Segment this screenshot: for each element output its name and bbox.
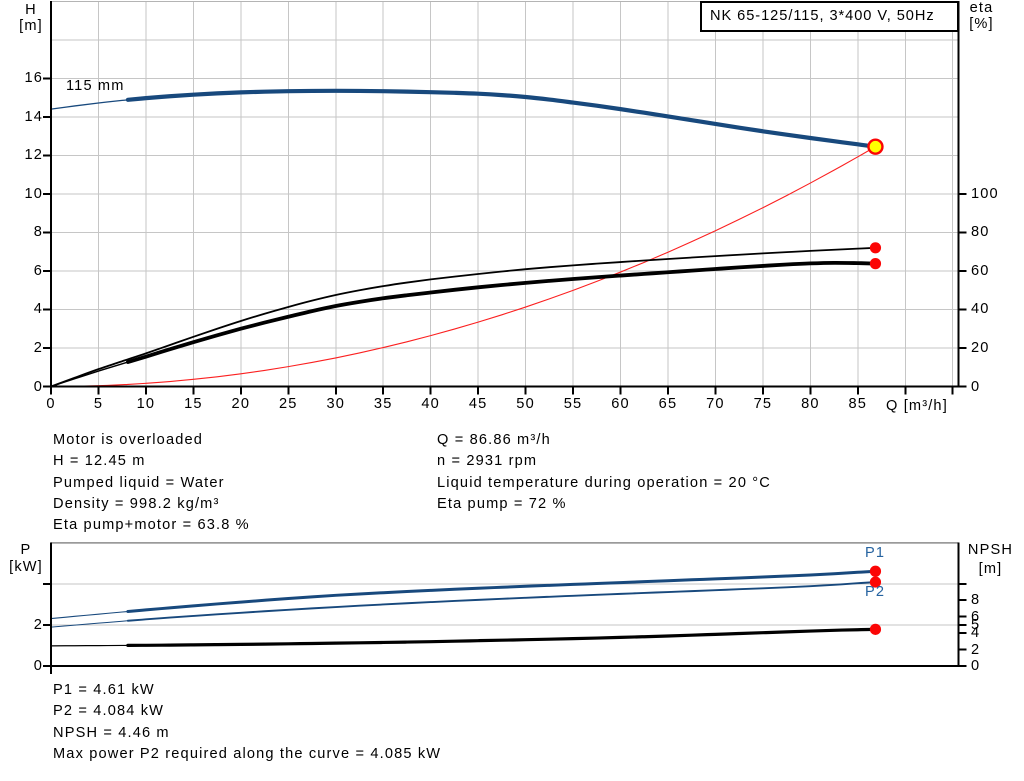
right-axis-tick-label: 0 (971, 658, 981, 674)
right-axis-tick-label: 0 (971, 378, 981, 395)
info-line: n = 2931 rpm (437, 453, 538, 470)
eta-axis-name: eta (969, 0, 994, 16)
q-axis-label: Q [m³/h] (886, 398, 948, 414)
curve-eta-pump (50, 246, 876, 388)
info-line: Q = 86.86 m³/h (437, 432, 551, 448)
duty-point-marker (867, 138, 884, 155)
right-axis-tick-label: 20 (971, 339, 990, 356)
npsh-axis-label: NPSH [m] (962, 541, 1019, 579)
p-axis-unit: [kW] (9, 559, 43, 575)
info-line: Density = 998.2 kg/m³ (53, 496, 220, 513)
curve-system-curve (50, 146, 876, 388)
x-axis-tick-label: 0 (46, 396, 56, 412)
right-axis-tick-label: 4 (971, 625, 981, 642)
curve-qh-curve-115-mm-lead (50, 99, 128, 110)
info-line: Motor is overloaded (53, 432, 204, 448)
power-npsh-result-block: P1 = 4.61 kW P2 = 4.084 kW NPSH = 4.46 m Ma… (53, 680, 441, 765)
eta-axis-label: eta [%] (959, 0, 1004, 32)
right-axis-tick-label: 40 (971, 301, 990, 318)
x-axis-tick-label: 40 (421, 396, 440, 412)
pump-title-text: NK 65-125/115, 3*400 V, 50Hz (710, 8, 935, 24)
x-axis-tick-label: 5 (93, 396, 104, 412)
x-axis-tick-label: 20 (231, 396, 251, 412)
left-axis-tick-label: 12 (24, 147, 43, 164)
x-axis-tick-label: 75 (753, 396, 773, 412)
left-axis-tick-label: 4 (33, 301, 43, 318)
curve-p2 (126, 581, 877, 622)
x-axis-tick-label: 60 (611, 396, 630, 412)
x-axis-tick-label: 80 (801, 396, 820, 412)
h-axis-name: H (25, 2, 37, 18)
x-axis-tick-label: 15 (184, 396, 203, 412)
p-axis-name: P (20, 542, 32, 558)
x-axis-tick-label: 65 (658, 396, 678, 412)
x-axis-tick-label: 25 (279, 396, 298, 412)
x-axis-tick-label: 30 (326, 396, 346, 412)
eta-axis-unit: [%] (969, 16, 994, 32)
curve-p1 (126, 569, 877, 613)
x-axis-tick-label: 35 (373, 396, 393, 412)
info-line: Pumped liquid = Water (53, 474, 225, 491)
right-axis-tick-label: 2 (971, 641, 981, 658)
duty-info-left-column: Motor is overloaded H = 12.45 m Pumped liq… (53, 430, 250, 537)
npsh-axis-unit: [m] (978, 561, 1003, 577)
right-axis-tick-label: 80 (971, 224, 990, 241)
curve-end-dot (869, 258, 882, 270)
impeller-diameter-label: 115 mm (66, 78, 125, 94)
h-axis-label: H [m] (8, 2, 54, 34)
right-axis-tick-label: 60 (971, 262, 990, 279)
p2-curve-label: P2 (865, 584, 886, 600)
x-axis-tick-label: 85 (848, 396, 868, 412)
p1-curve-label: P1 (865, 545, 886, 561)
x-axis-tick-label: 10 (136, 396, 156, 412)
right-axis-tick-label: 8 (971, 592, 981, 609)
duty-info-right-column: Q = 86.86 m³/h n = 2931 rpm Liquid tempera… (437, 430, 771, 515)
left-axis-tick-label: 16 (24, 70, 43, 87)
result-line: Max power P2 required along the curve = … (53, 746, 442, 763)
left-axis-tick-label: 0 (33, 378, 43, 395)
curve-p2-lead (50, 620, 128, 628)
result-line: NPSH = 4.46 m (53, 724, 170, 741)
pump-title-box: NK 65-125/115, 3*400 V, 50Hz (700, 1, 959, 32)
curve-end-dot (869, 242, 882, 254)
curve-qh-curve-115-mm (125, 88, 878, 149)
curve-end-dot (869, 576, 882, 588)
p-axis-label: P [kW] (4, 542, 48, 576)
curve-p1-lead (50, 610, 128, 620)
h-axis-unit: [m] (19, 18, 43, 34)
curve-end-dot (869, 565, 882, 577)
curve-npsh (126, 627, 878, 648)
x-axis-tick-label: 45 (468, 396, 488, 412)
left-axis-tick-label: 14 (24, 108, 43, 125)
curve-eta-pump-motor-lead (50, 361, 129, 388)
x-axis-tick-label: 55 (563, 396, 583, 412)
result-line: P1 = 4.61 kW (53, 682, 155, 698)
x-axis-tick-label: 70 (706, 396, 725, 412)
npsh-axis-name: NPSH (967, 542, 1014, 558)
right-axis-tick-label: 6 (971, 608, 981, 625)
left-axis-tick-label: 2 (33, 339, 43, 356)
left-axis-tick-label: 6 (33, 262, 43, 279)
left-axis-tick-label: 8 (33, 224, 43, 241)
left-axis-tick-label: 2 (33, 616, 43, 633)
x-axis-tick-label: 50 (516, 396, 535, 412)
info-line: H = 12.45 m (53, 453, 146, 470)
curve-end-dot (869, 623, 882, 635)
info-line: Eta pump = 72 % (437, 496, 567, 513)
curve-eta-pump-motor (125, 260, 878, 364)
right-axis-tick-label: 5 (971, 616, 981, 633)
left-axis-tick-label: 0 (33, 658, 43, 674)
left-axis-tick-label: 10 (24, 185, 43, 202)
info-line: Eta pump+motor = 63.8 % (53, 517, 250, 534)
result-line: P2 = 4.084 kW (53, 703, 165, 720)
info-line: Liquid temperature during operation = 20… (437, 474, 771, 491)
right-axis-tick-label: 100 (971, 185, 999, 202)
